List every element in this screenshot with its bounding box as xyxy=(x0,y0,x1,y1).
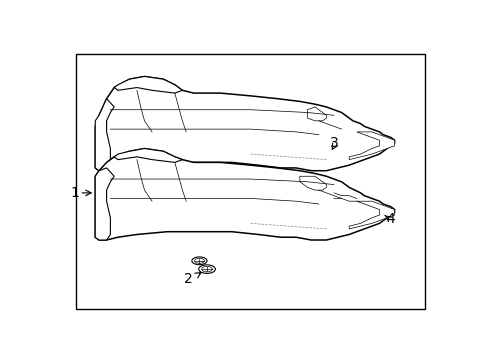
Polygon shape xyxy=(95,76,394,171)
Polygon shape xyxy=(307,107,326,121)
Text: 2: 2 xyxy=(183,272,192,286)
Polygon shape xyxy=(95,168,114,240)
Polygon shape xyxy=(95,99,114,171)
Polygon shape xyxy=(114,76,182,93)
Polygon shape xyxy=(348,132,394,159)
Text: 4: 4 xyxy=(386,212,394,226)
Text: 3: 3 xyxy=(329,136,338,150)
Polygon shape xyxy=(114,149,182,162)
Ellipse shape xyxy=(198,265,215,273)
Polygon shape xyxy=(299,176,326,190)
Ellipse shape xyxy=(191,257,206,265)
Ellipse shape xyxy=(194,258,204,263)
Text: 1: 1 xyxy=(70,186,79,200)
Polygon shape xyxy=(95,149,394,240)
Polygon shape xyxy=(348,201,394,229)
Ellipse shape xyxy=(202,266,212,272)
